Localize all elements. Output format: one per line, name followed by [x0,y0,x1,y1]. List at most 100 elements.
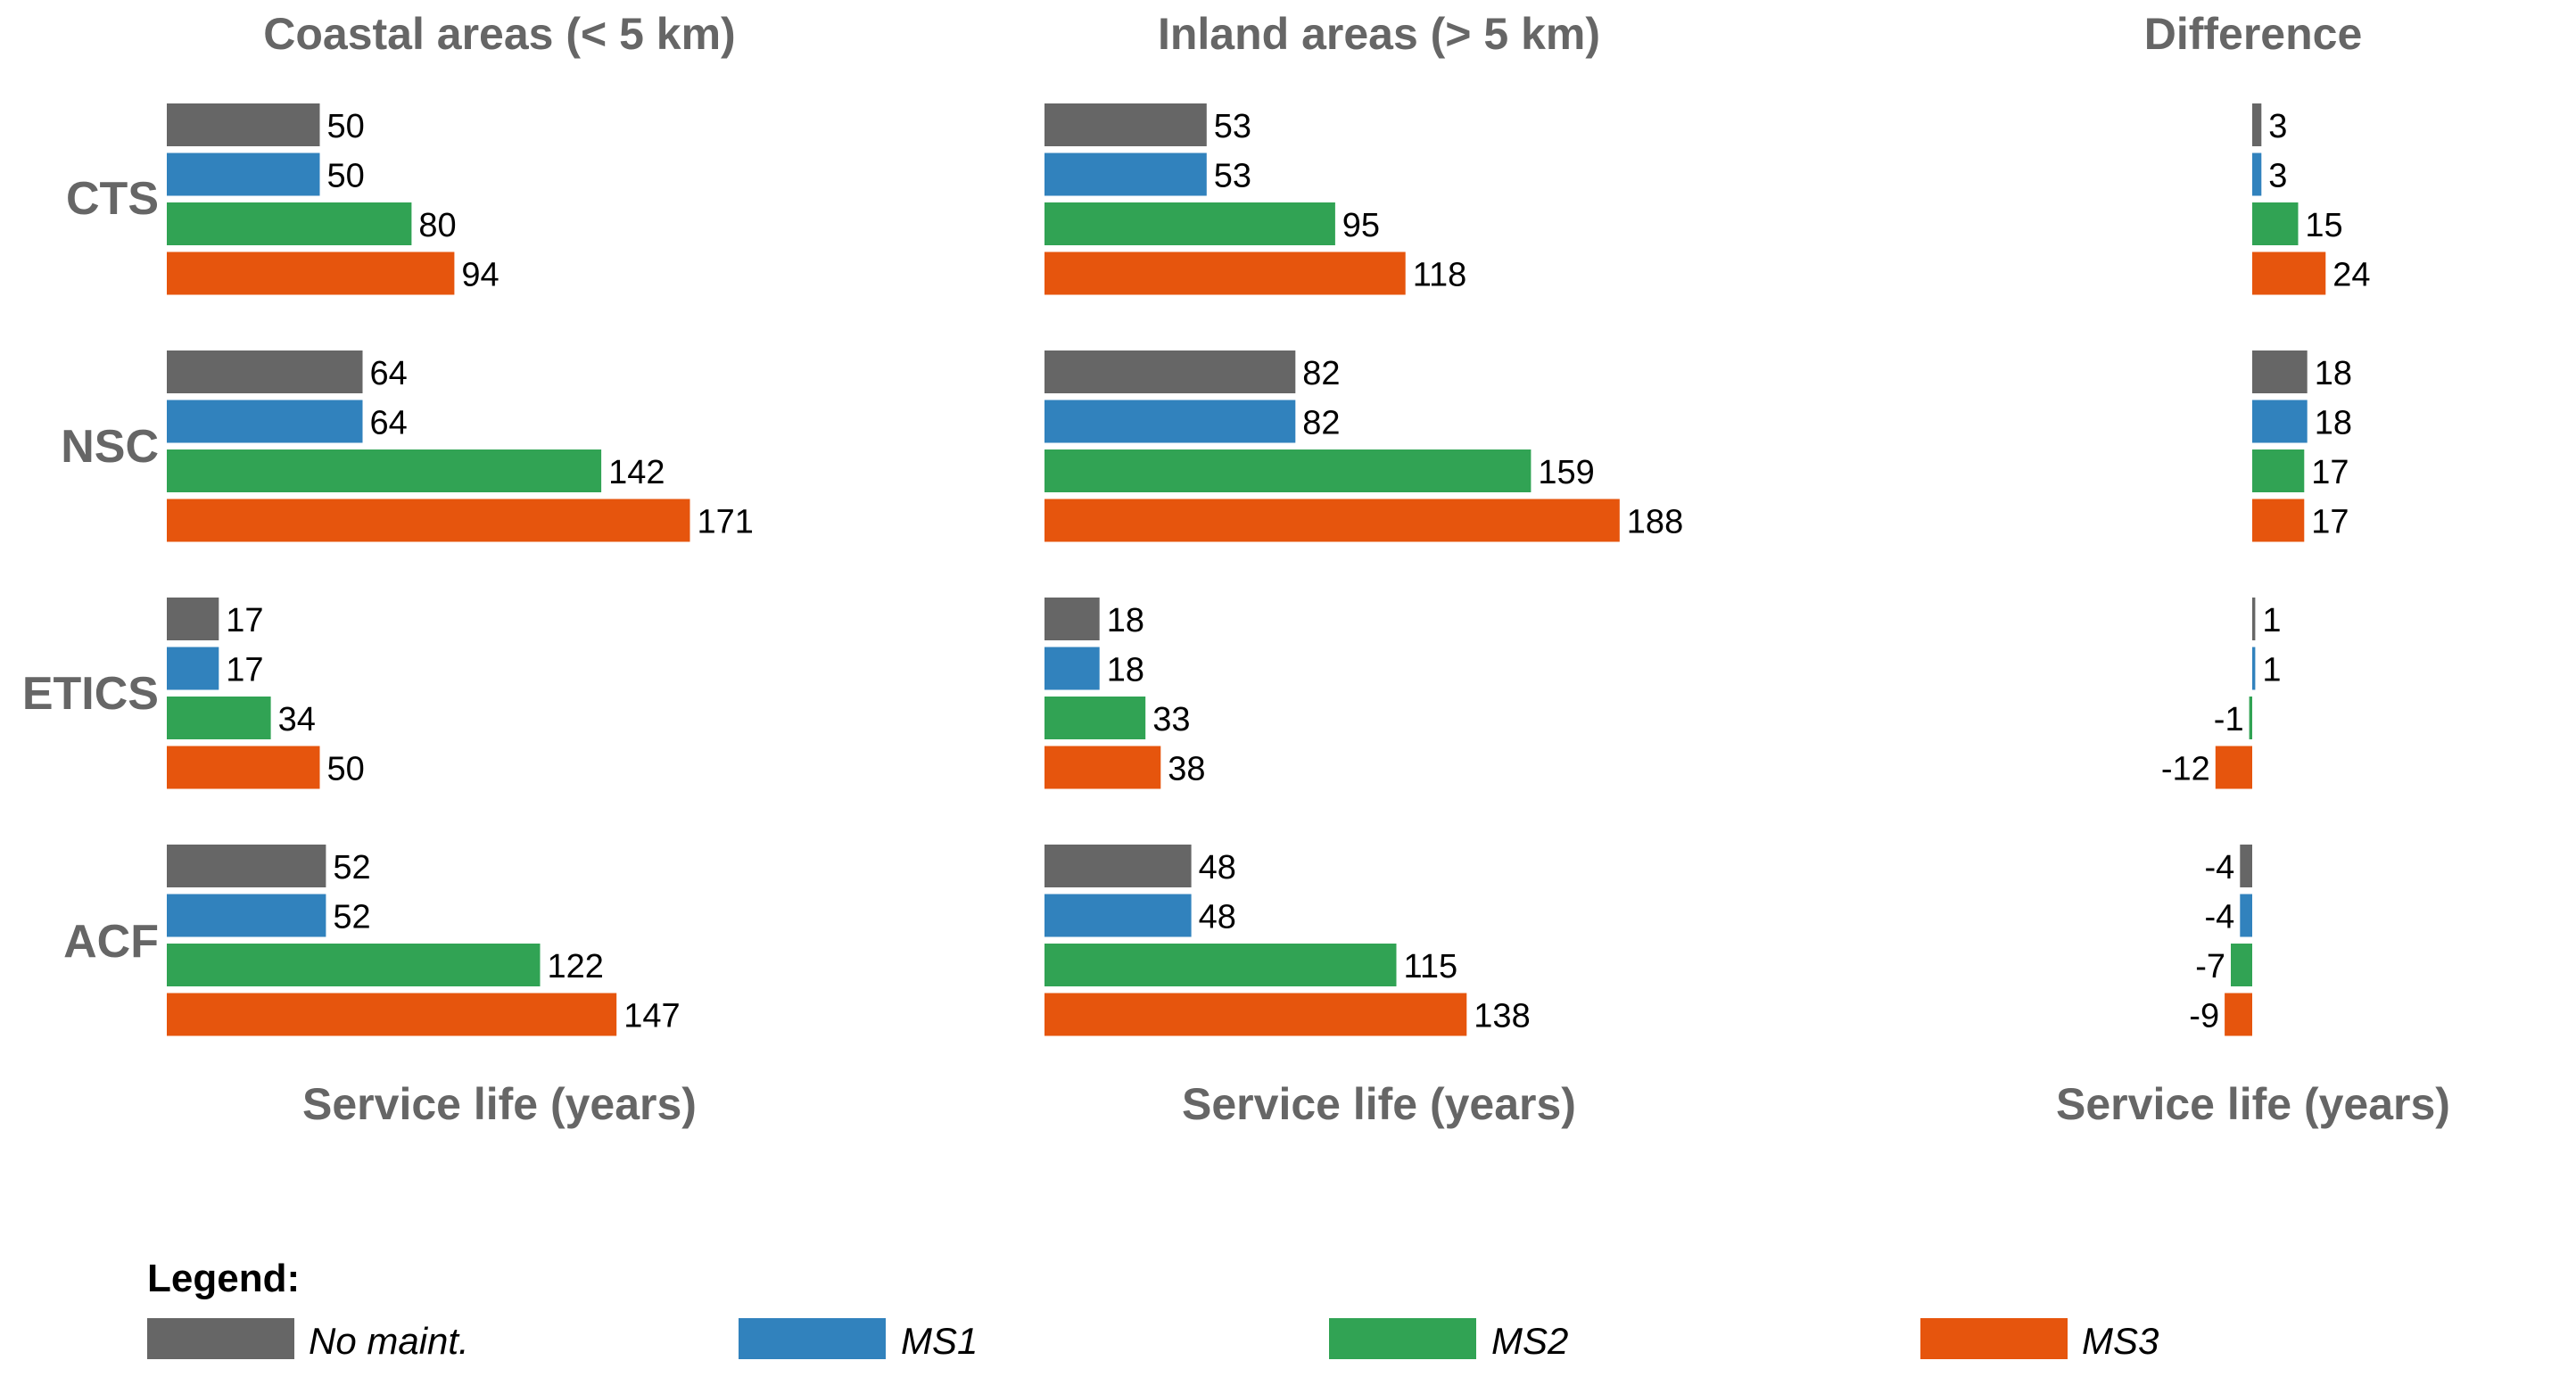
legend-title: Legend: [147,1257,300,1300]
bar-p1-cts-ms1 [1044,153,1207,196]
data-label-p2-nsc-no-maint: 18 [2315,355,2352,392]
bar-p1-nsc-no-maint [1044,350,1296,393]
data-label-p2-acf-no-maint: -4 [2205,849,2235,886]
bar-p1-nsc-ms1 [1044,400,1296,443]
bar-p2-nsc-ms2 [2252,449,2305,492]
legend-swatch-ms1 [739,1318,886,1359]
data-label-p2-nsc-ms2: 17 [2311,454,2349,491]
bar-p1-cts-ms3 [1044,251,1406,295]
data-label-p1-etics-ms2: 33 [1152,701,1190,738]
bar-p0-etics-ms2 [167,697,271,739]
bar-p2-etics-ms2 [2249,697,2252,739]
group-label-nsc: NSC [61,421,159,473]
data-label-p0-etics-ms2: 34 [278,701,316,738]
bar-p1-acf-ms1 [1044,894,1192,937]
data-label-p1-etics-no-maint: 18 [1107,602,1144,639]
legend-label-no-maint: No maint. [309,1320,469,1362]
group-label-etics: ETICS [22,668,159,720]
data-label-p1-cts-ms2: 95 [1342,207,1380,244]
bar-p0-acf-ms2 [167,944,541,986]
data-label-p1-acf-ms1: 48 [1199,899,1236,936]
data-label-p0-acf-ms2: 122 [548,948,604,985]
panel-title-coastal: Coastal areas (< 5 km) [263,9,735,59]
data-label-p1-nsc-ms3: 188 [1627,504,1683,541]
data-label-p1-etics-ms3: 38 [1168,751,1205,788]
bar-p2-etics-ms1 [2252,647,2256,690]
data-label-p2-nsc-ms3: 17 [2311,504,2349,541]
data-label-p1-cts-ms3: 118 [1413,257,1467,294]
data-label-p0-cts-no-maint: 50 [327,108,365,145]
bar-p1-etics-no-maint [1044,598,1100,640]
data-label-p1-acf-ms2: 115 [1404,948,1458,985]
xlabel-coastal: Service life (years) [302,1079,697,1129]
bar-p2-cts-no-maint [2252,103,2262,146]
bar-p1-acf-no-maint [1044,845,1192,887]
xlabel-difference: Service life (years) [2056,1079,2450,1129]
legend-swatch-ms3 [1920,1318,2068,1359]
data-label-p2-etics-ms3: -12 [2161,751,2210,788]
bar-p2-etics-ms3 [2215,746,2252,789]
data-label-p2-cts-ms1: 3 [2268,158,2287,195]
legend-swatch-ms2 [1329,1318,1476,1359]
bar-p0-etics-ms3 [167,746,320,789]
data-label-p2-cts-ms2: 15 [2305,207,2342,244]
bar-p2-acf-ms1 [2240,894,2252,937]
data-label-p2-acf-ms2: -7 [2195,948,2225,985]
data-label-p2-acf-ms3: -9 [2189,998,2219,1035]
data-label-p1-cts-no-maint: 53 [1214,108,1251,145]
data-label-p2-nsc-ms1: 18 [2315,405,2352,442]
legend-label-ms2: MS2 [1491,1320,1568,1362]
data-label-p2-cts-ms3: 24 [2332,257,2370,294]
data-label-p2-etics-ms1: 1 [2262,652,2281,689]
data-label-p0-nsc-ms2: 142 [608,454,665,491]
bar-p1-cts-ms2 [1044,202,1335,245]
bar-p0-nsc-ms2 [167,449,602,492]
data-label-p0-etics-ms3: 50 [327,751,365,788]
data-label-p2-etics-ms2: -1 [2214,701,2244,738]
bar-p0-etics-ms1 [167,647,219,690]
legend: Legend: No maint. MS1 MS2 MS3 [147,1257,2159,1362]
bar-p2-cts-ms2 [2252,202,2299,245]
bar-p2-cts-ms3 [2252,251,2326,295]
bar-p0-nsc-ms1 [167,400,363,443]
data-label-p1-acf-ms3: 138 [1474,998,1530,1035]
panel-title-inland: Inland areas (> 5 km) [1158,9,1600,59]
data-label-p2-etics-no-maint: 1 [2262,602,2281,639]
bar-p1-acf-ms2 [1044,944,1397,986]
bar-p2-acf-ms2 [2231,944,2252,986]
bar-p0-acf-ms3 [167,993,617,1036]
bar-p2-cts-ms1 [2252,153,2262,196]
bar-p0-cts-no-maint [167,103,320,146]
bar-p0-acf-no-maint [167,845,326,887]
data-label-p1-acf-no-maint: 48 [1199,849,1236,886]
bar-p2-nsc-ms1 [2252,400,2308,443]
group-label-cts: CTS [66,173,159,225]
bar-p0-nsc-ms3 [167,499,690,542]
data-label-p0-cts-ms2: 80 [418,207,456,244]
bar-p1-etics-ms3 [1044,746,1161,789]
data-label-p1-nsc-ms2: 159 [1538,454,1594,491]
data-label-p0-acf-ms3: 147 [623,998,680,1035]
bar-p0-nsc-no-maint [167,350,363,393]
bar-p2-acf-ms3 [2225,993,2252,1036]
panel-title-difference: Difference [2144,9,2363,59]
data-label-p0-acf-no-maint: 52 [333,849,370,886]
bar-p2-etics-no-maint [2252,598,2256,640]
bar-p0-cts-ms2 [167,202,412,245]
bar-p2-nsc-ms3 [2252,499,2305,542]
bar-p0-cts-ms1 [167,153,320,196]
bar-p2-acf-no-maint [2240,845,2252,887]
data-label-p0-cts-ms1: 50 [327,158,365,195]
bars-layer: 5050809464641421711717345052521221475353… [167,103,2371,1036]
bar-p0-cts-ms3 [167,251,455,295]
data-label-p1-nsc-ms1: 82 [1302,405,1340,442]
data-label-p0-cts-ms3: 94 [461,257,499,294]
bar-p1-nsc-ms2 [1044,449,1532,492]
data-label-p0-nsc-no-maint: 64 [370,355,408,392]
data-label-p1-cts-ms1: 53 [1214,158,1251,195]
data-label-p1-nsc-no-maint: 82 [1302,355,1340,392]
data-label-p0-acf-ms1: 52 [333,899,370,936]
xlabel-inland: Service life (years) [1182,1079,1576,1129]
data-label-p0-nsc-ms3: 171 [698,504,754,541]
